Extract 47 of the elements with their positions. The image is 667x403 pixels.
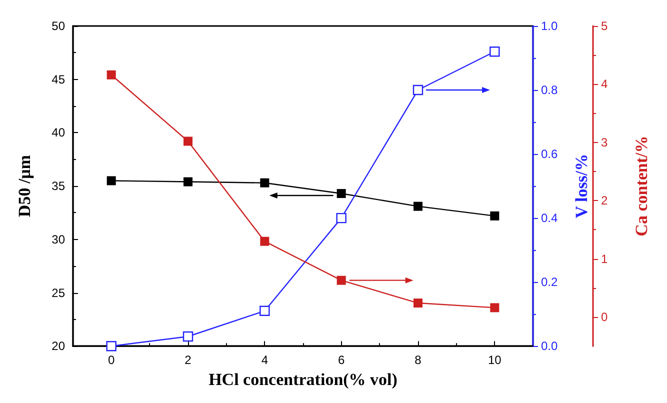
- point: [336, 212, 346, 224]
- y3-tick-label: 4: [601, 77, 608, 92]
- point: [336, 189, 346, 198]
- point: [106, 70, 116, 80]
- point: [490, 46, 500, 57]
- y3-axis-title: Ca content/%: [632, 136, 651, 236]
- point: [106, 176, 116, 186]
- y3-tick-label: 2: [601, 194, 608, 208]
- point: [414, 298, 422, 308]
- x-tick-label: 6: [338, 353, 345, 368]
- y-axis-title: D50 /μm: [15, 155, 34, 218]
- point: [490, 303, 500, 312]
- y3-tick-label: 1: [601, 252, 608, 266]
- point: [412, 84, 424, 96]
- y3-tick-label: 0: [601, 310, 608, 324]
- point: [414, 202, 422, 211]
- y-tick-label: 25: [52, 286, 66, 300]
- point: [490, 211, 500, 220]
- y2-tick-label: 1.0: [541, 19, 558, 33]
- x-tick-label: 8: [414, 353, 422, 368]
- point: [336, 276, 346, 285]
- y-tick-label: 40: [52, 126, 66, 140]
- y2-tick-label: 0.0: [541, 339, 558, 354]
- y-tick-label: 35: [52, 179, 66, 194]
- y-tick-label: 45: [52, 72, 66, 86]
- y-tick-label: 30: [52, 232, 66, 246]
- y2-axis-title: V loss/%: [572, 154, 591, 218]
- x-tick-label: 4: [261, 353, 268, 368]
- x-axis-title: HCl concentration(% vol): [208, 370, 398, 389]
- y-tick-label: 50: [52, 19, 66, 33]
- y2-tick-label: 0.8: [541, 83, 558, 98]
- point: [182, 331, 194, 342]
- point: [184, 136, 192, 146]
- y2-tick-label: 0.6: [541, 147, 558, 162]
- point: [184, 177, 192, 186]
- x-tick-label: 0: [108, 353, 115, 368]
- x-tick-label: 10: [488, 353, 502, 368]
- y3-tick-label: 3: [601, 135, 608, 150]
- point: [260, 236, 270, 246]
- point: [106, 341, 116, 352]
- point: [260, 306, 270, 316]
- y2-tick-label: 0.2: [541, 275, 558, 290]
- y2-tick-label: 0.4: [541, 211, 558, 226]
- point: [260, 178, 270, 188]
- y3-tick-label: 5: [601, 19, 608, 33]
- y-tick-label: 20: [52, 339, 66, 354]
- x-tick-label: 2: [184, 353, 192, 368]
